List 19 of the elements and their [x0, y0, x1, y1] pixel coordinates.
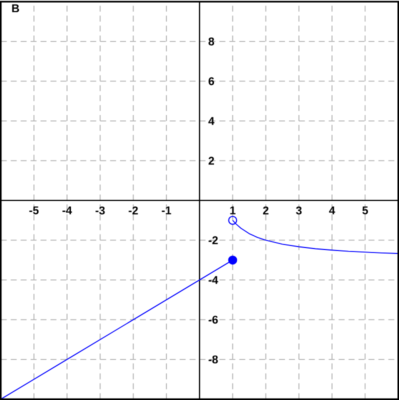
y-tick-label: 2	[208, 156, 214, 165]
x-tick-label: -4	[62, 206, 72, 214]
x-tick-label: -3	[96, 206, 105, 214]
chart-title: B	[12, 4, 20, 12]
x-tick-label: -1	[162, 206, 172, 214]
x-tick-label: 3	[296, 206, 302, 214]
x-tick-label: 1	[230, 206, 236, 214]
y-tick-label: 4	[208, 117, 214, 125]
y-tick-label: 6	[208, 77, 214, 86]
y-tick-label: -8	[208, 355, 218, 364]
y-tick-label: 8	[208, 37, 214, 46]
x-tick-label: -5	[29, 206, 39, 214]
x-tick-label: -2	[128, 206, 138, 214]
x-tick-label: 2	[263, 206, 268, 214]
y-tick-label: -4	[208, 276, 218, 284]
y-tick-label: -6	[208, 316, 218, 324]
x-tick-label: 4	[329, 206, 336, 214]
x-tick-label: 5	[362, 206, 368, 214]
y-tick-label: -2	[208, 236, 218, 244]
